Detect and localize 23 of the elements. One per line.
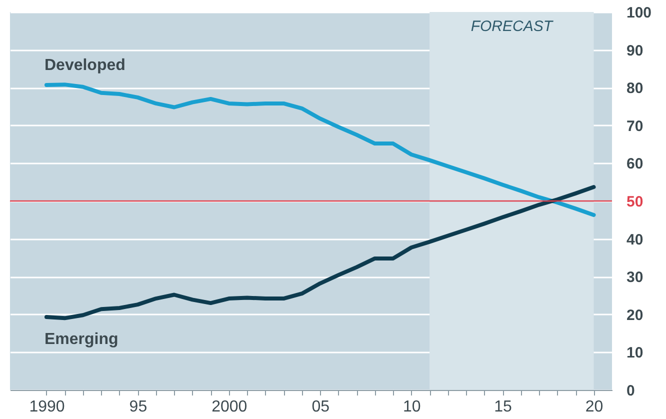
line-series — [44, 185, 596, 320]
y-tick-label: 20 — [626, 306, 644, 324]
y-tick-label: 10 — [626, 344, 644, 362]
y-tick-label: 80 — [626, 80, 644, 98]
line-series — [44, 82, 596, 217]
y-tick-label: 50 — [626, 194, 644, 210]
x-tick-label: 20 — [585, 398, 604, 416]
series-label: Developed — [44, 56, 126, 74]
x-tick-label: 2000 — [212, 398, 248, 416]
y-tick-label: 70 — [626, 118, 644, 135]
x-tick-label: 10 — [402, 398, 421, 416]
x-tick-label: 15 — [494, 398, 512, 416]
y-tick-label: 30 — [626, 269, 644, 286]
y-tick-label: 60 — [626, 156, 644, 173]
series-label: Emerging — [44, 331, 118, 348]
y-tick-label: 100 — [626, 4, 652, 22]
x-tick-label: 05 — [312, 398, 330, 416]
y-tick-label: 0 — [626, 382, 635, 400]
x-tick-label: 95 — [129, 398, 148, 416]
band-label: FORECAST — [470, 18, 554, 35]
y-tick-label: 90 — [626, 42, 644, 60]
y-tick-label: 40 — [626, 231, 644, 248]
x-tick-label: 1990 — [29, 398, 65, 416]
